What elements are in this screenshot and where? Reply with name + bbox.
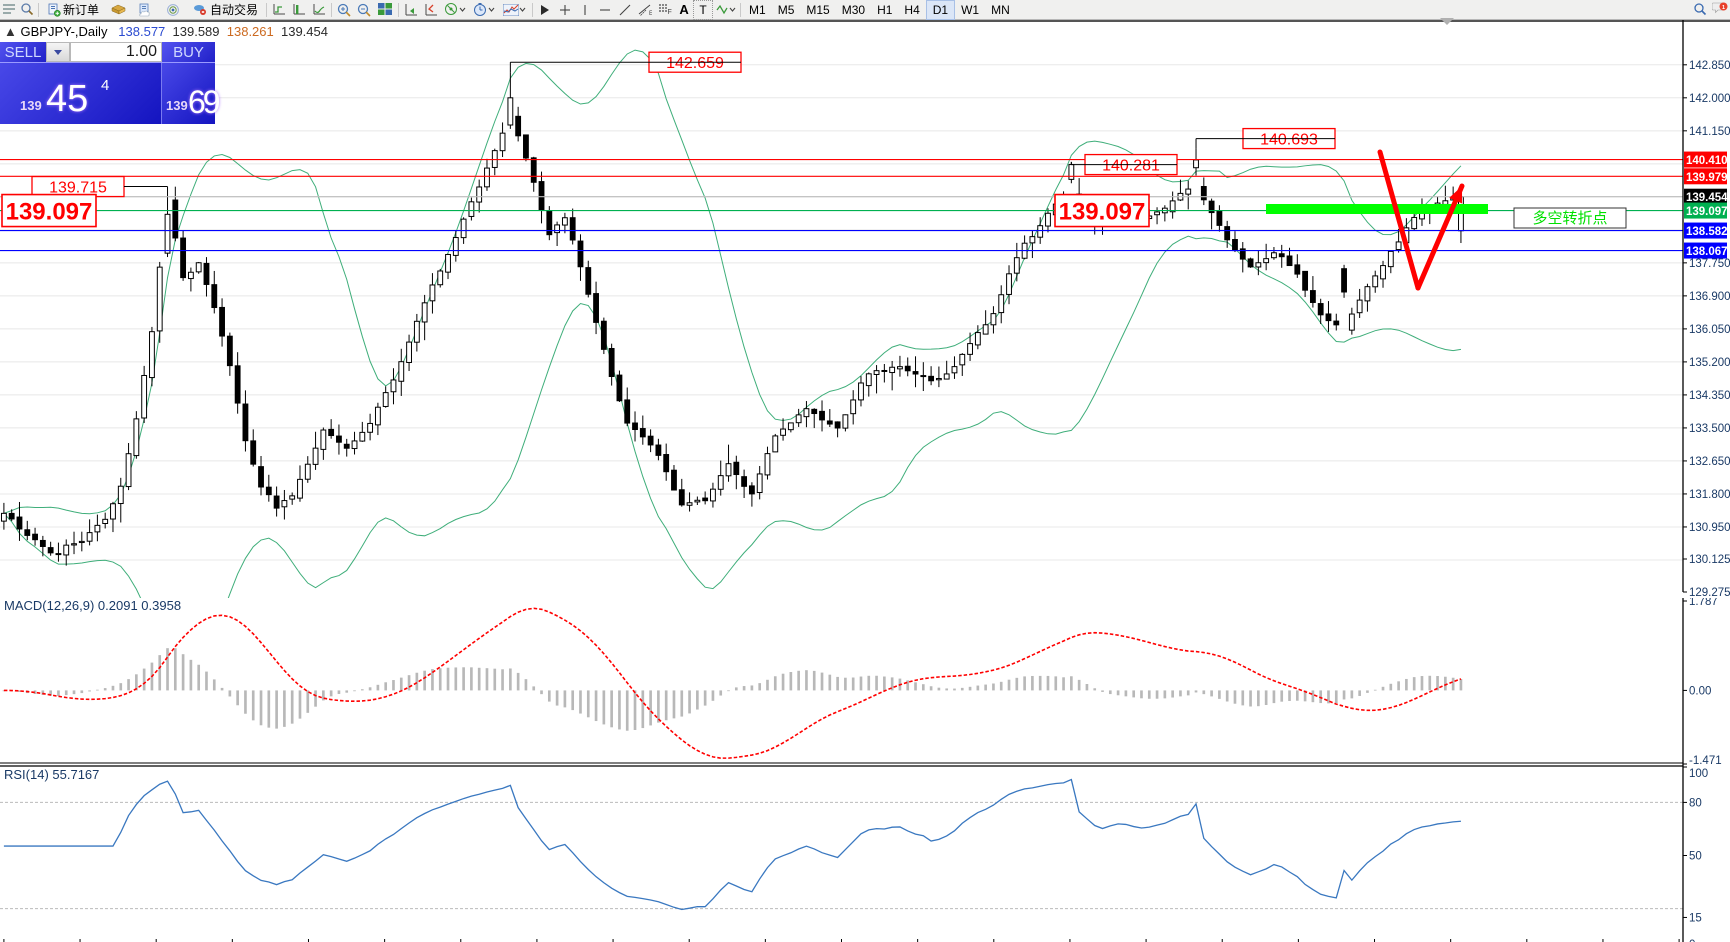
svg-text:50: 50 [1689, 851, 1702, 863]
svg-text:131.800: 131.800 [1689, 489, 1730, 501]
svg-text:139.979: 139.979 [1686, 172, 1728, 184]
svg-text:142.659: 142.659 [666, 55, 724, 72]
svg-text:135.200: 135.200 [1689, 357, 1730, 369]
svg-text:-1.471: -1.471 [1689, 755, 1722, 767]
svg-text:141.150: 141.150 [1689, 126, 1730, 138]
svg-text:139.097: 139.097 [1686, 206, 1728, 218]
svg-text:140.693: 140.693 [1260, 132, 1318, 149]
svg-text:15: 15 [1689, 912, 1702, 924]
svg-text:142.000: 142.000 [1689, 93, 1730, 105]
svg-text:80: 80 [1689, 797, 1702, 809]
svg-text:139.454: 139.454 [1686, 192, 1728, 204]
svg-text:MACD(12,26,9) 0.2091 0.3958: MACD(12,26,9) 0.2091 0.3958 [4, 598, 181, 613]
svg-text:138.582: 138.582 [1686, 226, 1728, 238]
svg-text:134.350: 134.350 [1689, 390, 1730, 402]
svg-text:RSI(14) 55.7167: RSI(14) 55.7167 [4, 767, 99, 782]
svg-text:138.067: 138.067 [1686, 246, 1728, 258]
svg-text:133.500: 133.500 [1689, 423, 1730, 435]
svg-text:129.275: 129.275 [1689, 587, 1730, 598]
svg-text:130.125: 130.125 [1689, 554, 1730, 566]
svg-text:136.050: 136.050 [1689, 324, 1730, 336]
svg-text:140.410: 140.410 [1686, 155, 1728, 167]
svg-text:多空转折点: 多空转折点 [1532, 210, 1607, 227]
svg-text:136.900: 136.900 [1689, 291, 1730, 303]
svg-text:139.097: 139.097 [1059, 199, 1146, 226]
svg-text:100: 100 [1689, 768, 1708, 780]
svg-text:1.787: 1.787 [1689, 598, 1718, 608]
svg-text:132.650: 132.650 [1689, 456, 1730, 468]
svg-text:E: E [649, 11, 652, 16]
svg-text:140.281: 140.281 [1102, 158, 1160, 175]
svg-text:142.850: 142.850 [1689, 60, 1730, 72]
svg-text:130.950: 130.950 [1689, 522, 1730, 534]
svg-text:1: 1 [1722, 5, 1725, 11]
svg-text:137.750: 137.750 [1689, 258, 1730, 270]
svg-text:0.00: 0.00 [1689, 685, 1711, 697]
svg-text:F: F [667, 9, 671, 15]
svg-text:139.097: 139.097 [6, 199, 93, 226]
